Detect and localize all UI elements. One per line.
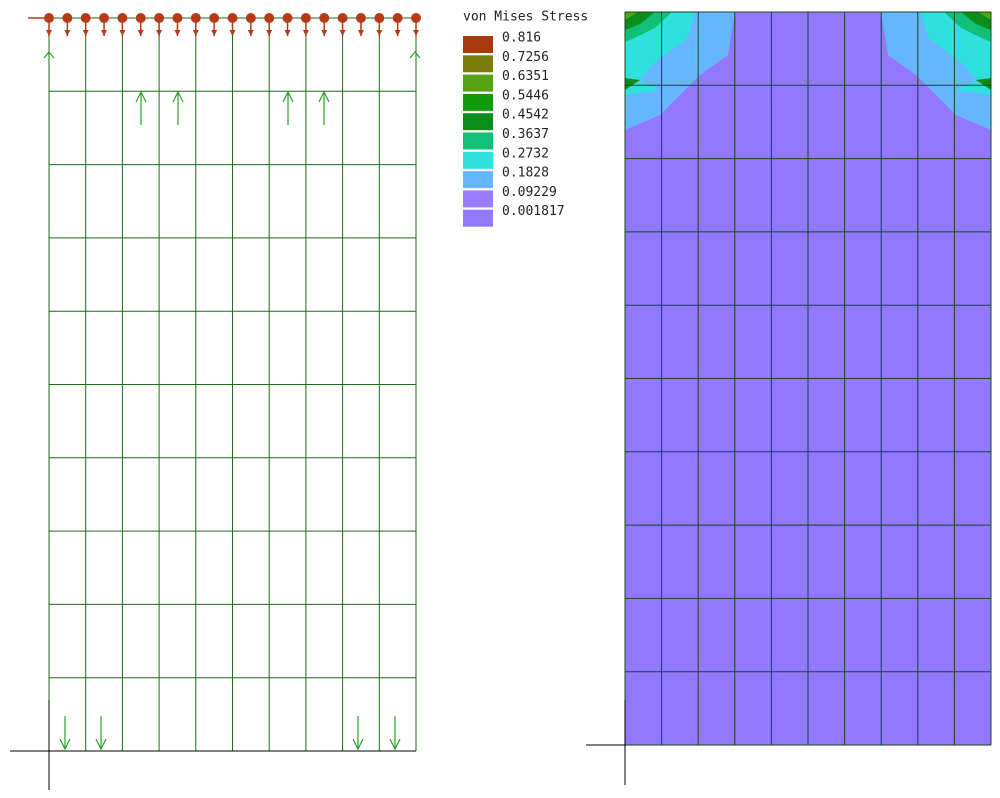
legend-label: 0.001817 — [502, 204, 565, 219]
constraint-head — [266, 30, 273, 36]
legend-label: 0.7256 — [502, 50, 549, 65]
legend-swatch — [463, 36, 493, 53]
constraint-node — [80, 13, 91, 23]
constraint-head — [321, 30, 328, 36]
stress-contour-view — [586, 11, 992, 785]
legend-swatch — [463, 113, 493, 131]
constraint-node — [319, 13, 330, 23]
legend-label: 0.5446 — [502, 88, 549, 103]
constraint-head — [339, 30, 346, 36]
constraint-node — [135, 13, 146, 23]
caret — [409, 51, 421, 59]
legend-title: von Mises Stress — [463, 10, 588, 25]
force-head — [389, 738, 401, 751]
constraint-head — [413, 30, 419, 36]
constraint-head — [211, 30, 218, 36]
legend-swatch — [463, 151, 493, 169]
constraint-head — [156, 30, 163, 36]
legend-label: 0.09229 — [502, 185, 557, 200]
constraint-head — [376, 30, 383, 36]
constraint-node — [117, 13, 128, 23]
constraint-head — [82, 30, 89, 36]
legend-label: 0.4542 — [502, 108, 549, 123]
constraint-head — [394, 30, 401, 36]
constraint-node — [337, 13, 348, 23]
constraint-head — [46, 30, 52, 36]
constraint-node — [392, 13, 403, 23]
constraint-node — [245, 13, 256, 23]
constraint-head — [247, 30, 254, 36]
constraint-node — [374, 13, 385, 23]
constraint-head — [64, 30, 71, 36]
legend-swatch — [463, 171, 493, 189]
constraint-node — [62, 13, 73, 23]
legend-label: 0.1828 — [502, 166, 549, 181]
constraint-node — [264, 13, 275, 23]
constraint-node — [172, 13, 183, 23]
legend-label: 0.3637 — [502, 127, 549, 142]
constraint-head — [229, 30, 236, 36]
constraint-head — [192, 30, 199, 36]
constraint-node — [411, 13, 421, 23]
constraint-head — [357, 30, 364, 36]
legend-swatch — [463, 93, 493, 111]
constraint-head — [174, 30, 181, 36]
legend-swatch — [463, 209, 493, 227]
contour-top-left — [625, 12, 735, 130]
constraint-node — [300, 13, 311, 23]
force-head — [59, 738, 71, 751]
contour-top-right — [881, 12, 991, 130]
legend: von Mises Stress 0.816 0.7256 0.6351 0.5446… — [463, 10, 588, 227]
constraint-node — [154, 13, 165, 23]
constraint-head — [119, 30, 126, 36]
force-head — [95, 738, 107, 751]
boundary-condition-view — [10, 13, 421, 790]
legend-label: 0.6351 — [502, 69, 549, 84]
force-head — [135, 90, 147, 103]
legend-swatch — [463, 190, 493, 208]
constraint-head — [101, 30, 108, 36]
legend-label: 0.2732 — [502, 146, 549, 161]
constraint-node — [227, 13, 238, 23]
force-head — [352, 738, 364, 751]
constraint-node — [44, 13, 54, 23]
constraint-node — [209, 13, 220, 23]
constraint-node — [99, 13, 110, 23]
constraint-head — [137, 30, 144, 36]
constraint-head — [284, 30, 291, 36]
legend-swatch — [463, 74, 493, 92]
caret — [43, 51, 55, 59]
constraint-head — [302, 30, 309, 36]
force-head — [282, 90, 294, 103]
constraint-node — [282, 13, 293, 23]
force-head — [318, 90, 330, 103]
constraint-node — [355, 13, 366, 23]
legend-swatch — [463, 55, 493, 73]
legend-label: 0.816 — [502, 31, 541, 46]
force-head — [172, 90, 184, 103]
constraint-node — [190, 13, 201, 23]
legend-swatch — [463, 132, 493, 150]
